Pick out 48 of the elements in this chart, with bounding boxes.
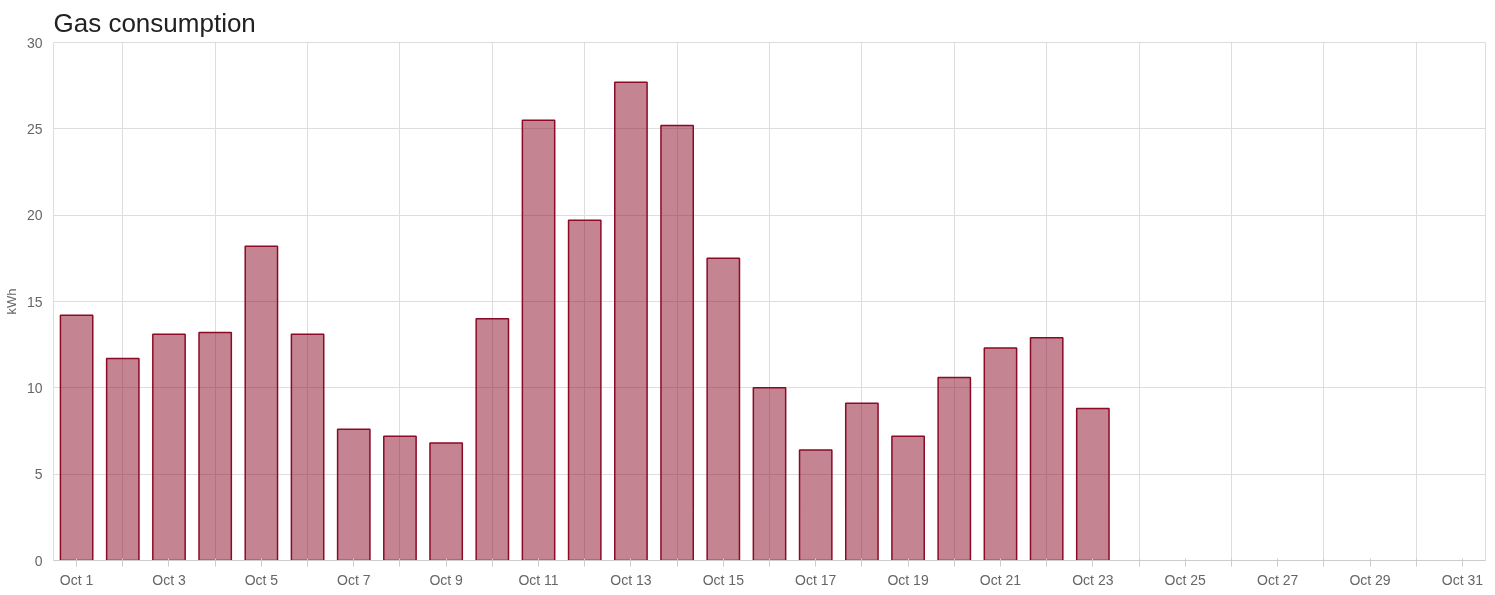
x-tick-label: Oct 25	[1164, 571, 1207, 588]
bar	[336, 428, 371, 561]
x-tick-label: Oct 17	[795, 571, 837, 588]
x-tick-label: Oct 31	[1441, 571, 1484, 588]
y-tick-label: 30	[26, 34, 43, 51]
bar	[614, 81, 648, 561]
bar	[798, 449, 833, 561]
bar	[152, 333, 186, 561]
x-tick-label: Oct 11	[518, 571, 559, 588]
y-tick-label: 15	[26, 293, 43, 310]
bar	[290, 333, 325, 561]
bar	[521, 119, 556, 561]
x-tick-label: Oct 15	[702, 571, 745, 588]
bar	[752, 387, 787, 561]
bar	[1075, 407, 1110, 561]
x-tick-label: Oct 27	[1257, 571, 1299, 588]
bar	[383, 435, 417, 561]
bar	[844, 402, 879, 561]
x-tick-label: Oct 13	[610, 571, 652, 588]
bar	[429, 442, 464, 561]
bar	[198, 331, 233, 561]
x-tick-label: Oct 29	[1349, 571, 1391, 588]
bar	[567, 219, 602, 561]
chart-title: Gas consumption	[53, 7, 256, 38]
bar	[59, 314, 94, 561]
bar	[891, 435, 925, 561]
x-tick-label: Oct 1	[59, 571, 94, 588]
y-tick-label: 10	[26, 379, 43, 396]
bar	[244, 245, 279, 561]
y-tick-label: 0	[34, 552, 43, 569]
x-tick-label: Oct 3	[152, 571, 186, 588]
y-tick-label: 25	[26, 120, 43, 137]
x-tick-label: Oct 21	[979, 571, 1022, 588]
x-tick-label: Oct 9	[429, 571, 464, 588]
x-tick-label: Oct 19	[887, 571, 929, 588]
bar	[660, 124, 695, 561]
x-tick-label: Oct 5	[244, 571, 279, 588]
x-tick-label: Oct 23	[1072, 571, 1114, 588]
bar	[983, 347, 1018, 561]
bar	[937, 376, 972, 561]
y-tick-label: 20	[26, 207, 43, 224]
bar	[1029, 337, 1064, 561]
y-axis-title: kWh	[3, 288, 19, 315]
bar	[706, 257, 741, 561]
bar	[475, 318, 510, 561]
x-tick-label: Oct 7	[337, 571, 371, 588]
bar	[105, 357, 140, 561]
y-tick-label: 5	[34, 466, 43, 483]
